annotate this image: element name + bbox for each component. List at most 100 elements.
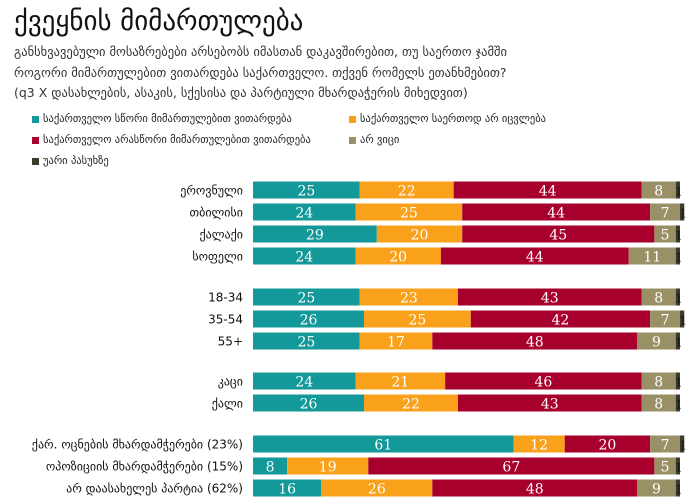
data-label: 43 (541, 291, 559, 307)
data-label: 22 (398, 184, 416, 200)
bar-segment (462, 225, 655, 243)
category-label: ეროვნული (180, 184, 243, 198)
bar-segment (675, 288, 680, 306)
bar-segment (445, 372, 642, 390)
legend-item: საქართველო სწორი მიმართულებით ვითარდება (32, 113, 292, 125)
bar-segment (432, 479, 638, 497)
data-label: 44 (547, 206, 565, 222)
data-label: 7 (661, 313, 670, 329)
data-label: 44 (526, 250, 544, 266)
bar-segment (355, 372, 446, 390)
chart-title: ქვეყნის მიმართულება (14, 6, 304, 37)
data-label: 1 (675, 376, 683, 390)
data-label: 24 (295, 375, 313, 391)
bar-segment (359, 181, 454, 199)
category-label: 18-34 (208, 291, 243, 305)
data-label: 25 (297, 335, 315, 351)
bar-segment (253, 394, 365, 412)
data-label: 1 (675, 251, 683, 265)
data-label: 1 (675, 229, 683, 243)
bar-segment (675, 394, 680, 412)
bar-segment (253, 203, 356, 221)
data-label: 8 (654, 397, 663, 413)
data-label: 1 (675, 292, 683, 306)
data-label: 20 (389, 250, 407, 266)
data-label: 11 (643, 250, 661, 266)
data-label: 24 (295, 206, 313, 222)
category-label: კაცი (218, 375, 243, 389)
data-label: 48 (526, 482, 544, 498)
bar-segment (654, 457, 676, 475)
bar-segment (253, 310, 365, 328)
data-label: 26 (300, 313, 318, 329)
data-label: 1 (679, 314, 687, 328)
category-label: 35-54 (208, 313, 243, 327)
bar-segment (641, 288, 676, 306)
data-label: 20 (411, 228, 429, 244)
bar-segment (654, 225, 676, 243)
data-label: 20 (598, 438, 616, 454)
bar-segment (376, 225, 463, 243)
bar-segment (253, 372, 356, 390)
legend-swatch (32, 136, 39, 144)
bar-segment (680, 203, 685, 221)
bar-segment (637, 332, 676, 350)
subtitle-line: განსხვავებული მოსაზრებები არსებობს იმასთ… (14, 44, 507, 59)
category-label: 55+ (218, 335, 243, 349)
bar-segment (368, 457, 655, 475)
bar-segment (321, 479, 433, 497)
bar-segment (675, 479, 680, 497)
data-label: 44 (539, 184, 557, 200)
bar-segment (253, 332, 360, 350)
bar-segment (637, 479, 676, 497)
data-label: 1 (675, 336, 683, 350)
data-label: 25 (400, 206, 418, 222)
bar-segment (364, 310, 471, 328)
bar-segment (440, 247, 629, 265)
legend-label: საქართველო არასწორი მიმართულებით ვითარდე… (43, 134, 311, 146)
data-label: 43 (541, 397, 559, 413)
bar-segment (253, 181, 360, 199)
data-label: 9 (652, 335, 661, 351)
bar-segment (457, 288, 642, 306)
category-label: არ დაასახელეს პარტია (62%) (66, 482, 243, 496)
bar-segment (650, 435, 680, 453)
bar-segment (253, 225, 377, 243)
legend-item: საქართველო საერთოდ არ იცვლება (349, 113, 546, 125)
category-label: ქალი (212, 397, 243, 411)
data-label: 26 (300, 397, 318, 413)
bar-segment (287, 457, 369, 475)
bar-segment (680, 310, 685, 328)
category-label: ქარ. ოცნების მხარდამჭერები (23%) (32, 438, 243, 452)
data-label: 8 (654, 291, 663, 307)
legend-label: არ ვიცი (360, 134, 400, 146)
bar-segment (253, 247, 356, 265)
legend-swatch (32, 115, 39, 123)
bar-segment (675, 247, 680, 265)
data-label: 1 (675, 483, 683, 497)
bar-segment (253, 435, 514, 453)
category-label: ქალაქი (200, 228, 243, 242)
data-label: 1 (679, 439, 687, 453)
subtitle-line: როგორი მიმართულებით ვითარდება საქართველო… (14, 65, 507, 80)
data-label: 26 (368, 482, 386, 498)
legend-label: საქართველო სწორი მიმართულებით ვითარდება (43, 113, 292, 125)
bar-segment (355, 247, 441, 265)
subtitle-line: (q3 X დასახლების, ასაკის, სქესისა და პარ… (14, 85, 468, 100)
data-label: 1 (675, 461, 683, 475)
bar-segment (453, 181, 642, 199)
data-label: 25 (297, 184, 315, 200)
category-label: ოპოზიციის მხარდამჭერები (15%) (46, 460, 243, 474)
legend-item: უარი პასუხზე (32, 155, 109, 167)
data-label: 25 (297, 291, 315, 307)
data-label: 7 (661, 438, 670, 454)
bar-segment (462, 203, 651, 221)
data-label: 8 (654, 184, 663, 200)
bar-segment (359, 288, 458, 306)
bar-segment (355, 203, 463, 221)
bar-segment (253, 457, 288, 475)
bar-segment (359, 332, 433, 350)
data-label: 24 (295, 250, 313, 266)
